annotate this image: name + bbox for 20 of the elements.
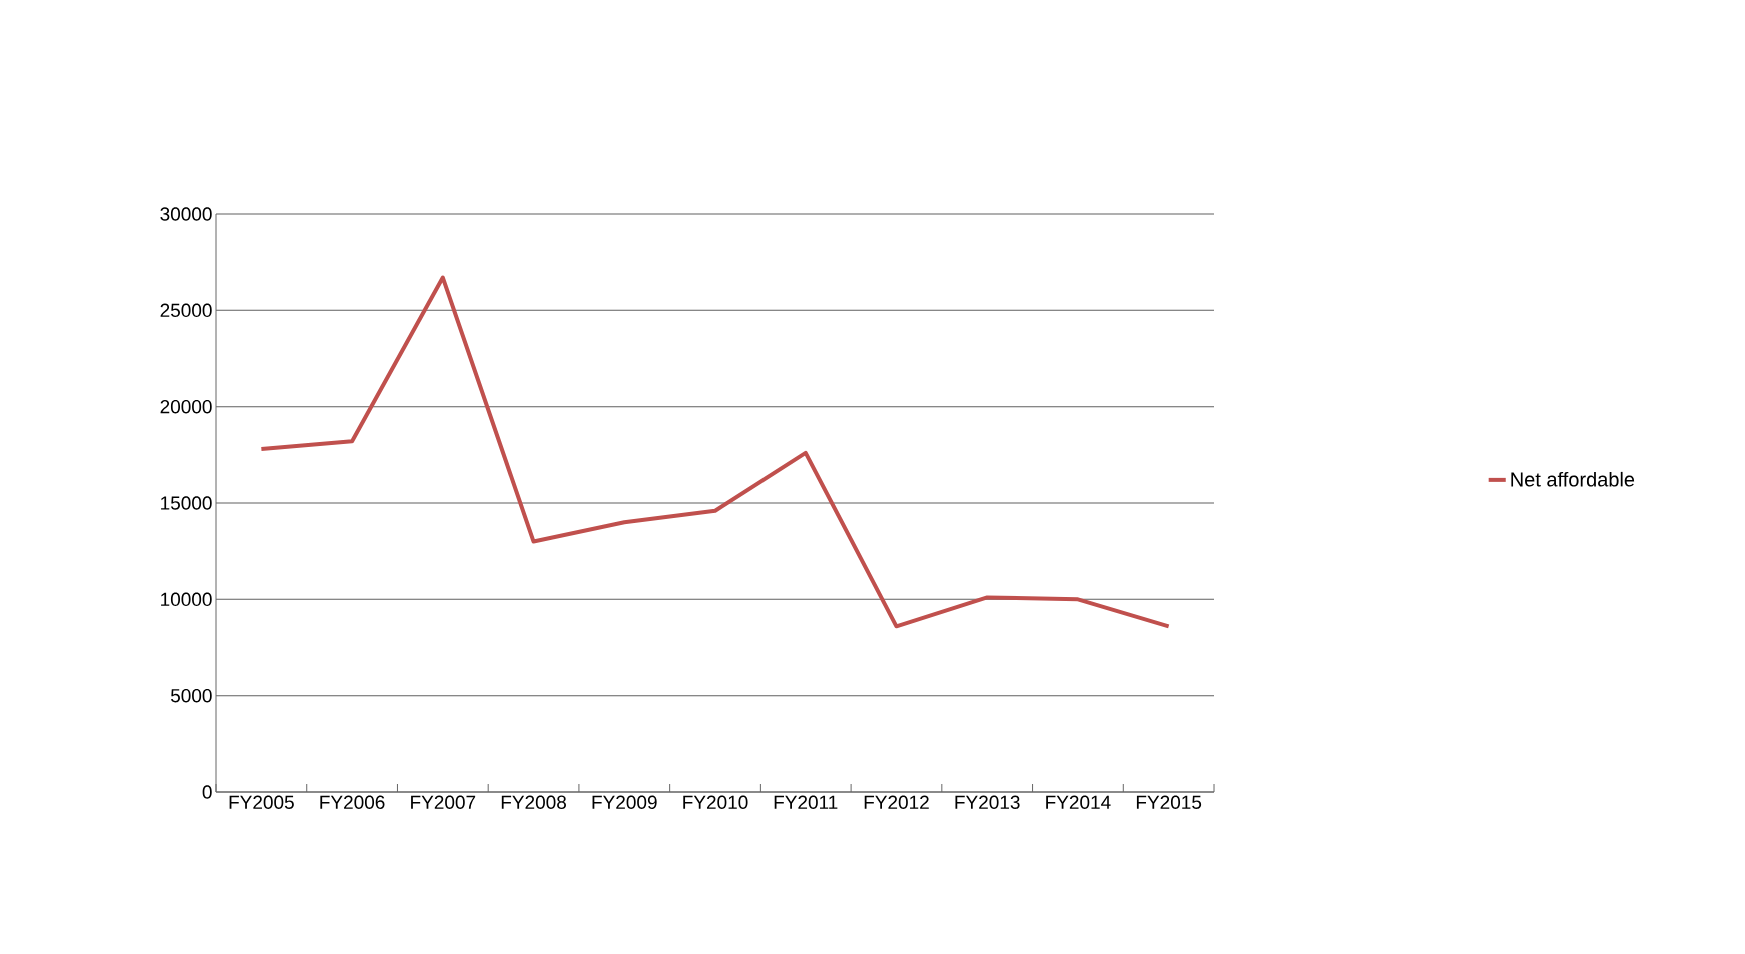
x-tick-label: FY2011 [774, 795, 838, 809]
y-tick-label: 15000 [161, 496, 212, 510]
y-tick-label: 5000 [170, 688, 212, 703]
y-tick-label: 30000 [160, 207, 212, 221]
x-tick-label: FY2005 [229, 795, 294, 809]
y-tick-label: 25000 [160, 303, 212, 318]
x-tick-label: FY2015 [1136, 795, 1202, 809]
x-tick-label: FY2012 [864, 795, 929, 809]
x-tick-label: FY2009 [592, 795, 657, 809]
legend-label: Net affordable [1511, 471, 1635, 487]
x-tick-label: FY2006 [320, 795, 385, 809]
line-series [259, 275, 1171, 629]
x-tick-label: FY2010 [683, 795, 748, 809]
y-tick-label: 0 [202, 785, 212, 799]
x-tick-label: FY2014 [1046, 795, 1111, 809]
x-tick-label: FY2007 [411, 795, 476, 809]
y-tick-label: 10000 [161, 592, 212, 607]
x-tick-label: FY2008 [501, 795, 566, 809]
y-tick-label: 20000 [160, 399, 212, 414]
x-tick-label: FY2013 [955, 795, 1020, 809]
